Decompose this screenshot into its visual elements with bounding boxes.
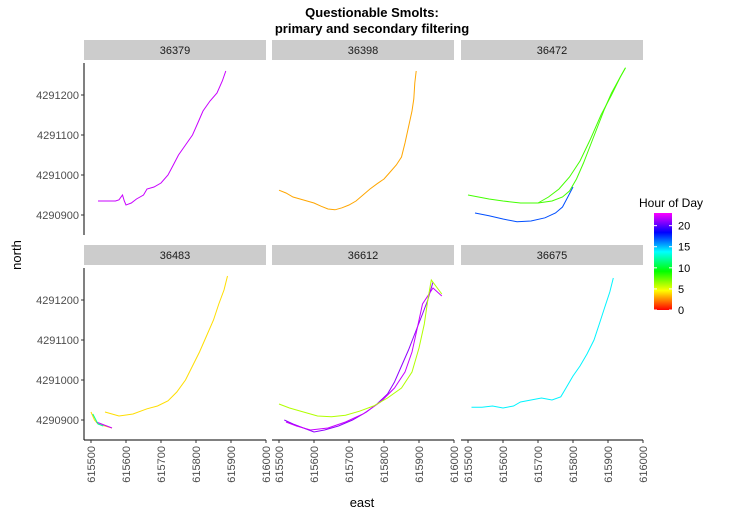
x-tick-label: 615500 xyxy=(86,446,98,483)
legend-tick-label: 10 xyxy=(678,263,690,275)
y-tick-label: 4291200 xyxy=(36,90,79,102)
x-tick-label: 615600 xyxy=(309,446,321,483)
x-tick-label: 615500 xyxy=(463,446,475,483)
color-legend: Hour of Day 0 5 10 15 20 xyxy=(639,196,703,317)
facet-strip xyxy=(272,245,454,265)
facet-panel-36675: 36675 xyxy=(461,245,643,409)
facet-strip-label: 36379 xyxy=(160,45,191,57)
track-line xyxy=(278,70,417,211)
facet-strip-label: 36675 xyxy=(537,250,568,262)
x-tick-label: 616000 xyxy=(449,446,461,483)
x-tick-label: 615500 xyxy=(274,446,286,483)
facet-panel-36472: 36472 xyxy=(461,40,643,223)
x-axis-title: east xyxy=(350,495,375,510)
y-axis-title: north xyxy=(9,240,24,270)
y-tick-label: 4291100 xyxy=(37,130,79,142)
legend-tick-label: 0 xyxy=(678,305,684,317)
y-tick-label: 4291000 xyxy=(36,170,79,182)
facet-strip-label: 36398 xyxy=(348,45,379,57)
x-tick-label: 615900 xyxy=(603,446,615,483)
facet-panel-36379: 36379 xyxy=(84,40,266,206)
facet-strip-label: 36483 xyxy=(160,250,191,262)
x-tick-label: 615800 xyxy=(379,446,391,483)
y-tick-label: 4291100 xyxy=(37,335,79,347)
x-tick-label: 616000 xyxy=(638,446,650,483)
x-tick-label: 615800 xyxy=(568,446,580,483)
x-tick-label: 615700 xyxy=(344,446,356,483)
axes: 4290900 4291000 4291100 4291200 4290900 42910… xyxy=(36,63,650,483)
legend-tick-label: 5 xyxy=(678,284,684,296)
track-line xyxy=(285,287,443,431)
x-tick-label: 616000 xyxy=(261,446,273,483)
facet-strip xyxy=(461,40,643,60)
facet-panel-36483: 36483 xyxy=(84,245,266,429)
y-tick-label: 4291000 xyxy=(36,375,79,387)
x-tick-label: 615900 xyxy=(226,446,238,483)
track-line xyxy=(471,277,614,409)
legend-tick-label: 20 xyxy=(678,221,690,233)
legend-colorbar xyxy=(654,213,672,310)
y-tick-label: 4291200 xyxy=(36,295,79,307)
x-tick-label: 615700 xyxy=(533,446,545,483)
track-line xyxy=(474,186,574,223)
facet-panel-36612: 36612 xyxy=(272,245,454,433)
chart-title-line1: Questionable Smolts: xyxy=(305,5,439,20)
facet-strip-label: 36612 xyxy=(348,250,379,262)
facet-panel-36398: 36398 xyxy=(272,40,454,211)
x-tick-label: 615600 xyxy=(498,446,510,483)
track-line xyxy=(104,275,228,417)
track-line xyxy=(96,421,113,429)
legend-tick-label: 15 xyxy=(678,242,690,254)
facet-strip xyxy=(272,40,454,60)
x-tick-label: 615800 xyxy=(191,446,203,483)
x-tick-label: 615600 xyxy=(121,446,133,483)
facet-strip-label: 36472 xyxy=(537,45,568,57)
legend-ticks: 0 5 10 15 20 xyxy=(654,221,690,317)
track-line xyxy=(467,67,626,204)
y-tick-label: 4290900 xyxy=(36,415,79,427)
legend-title: Hour of Day xyxy=(639,196,703,210)
facet-panels: 36379 36398 36472 36483 36612 36675 xyxy=(84,40,643,433)
x-tick-label: 615700 xyxy=(156,446,168,483)
track-line xyxy=(92,413,104,427)
chart-title-line2: primary and secondary filtering xyxy=(274,21,470,36)
track-line xyxy=(278,278,443,418)
x-tick-label: 615900 xyxy=(414,446,426,483)
facet-strip xyxy=(84,245,266,265)
y-tick-label: 4290900 xyxy=(36,210,79,222)
track-line xyxy=(537,67,626,204)
facet-strip xyxy=(461,245,643,265)
track-line xyxy=(98,70,227,206)
facet-strip xyxy=(84,40,266,60)
